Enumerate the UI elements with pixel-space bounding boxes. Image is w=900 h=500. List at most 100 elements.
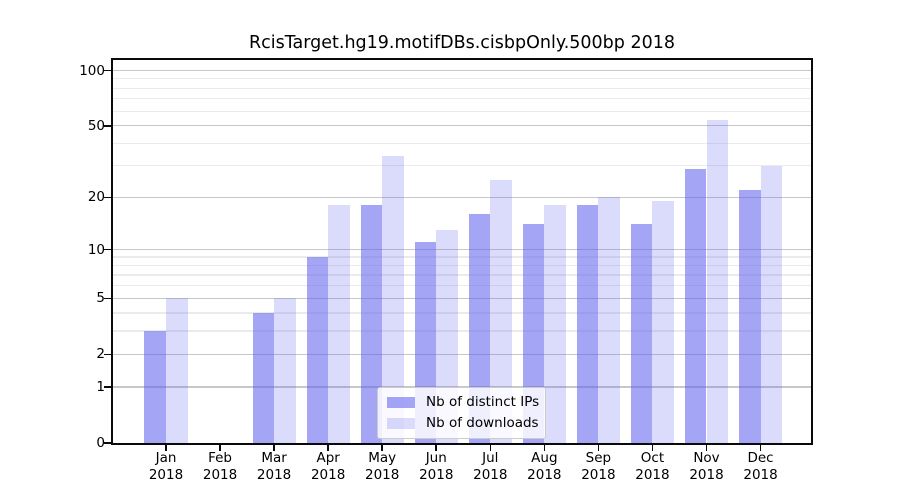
x-tick-label-dec-2018: Dec 2018 [719,450,803,484]
gridline-major-2 [113,353,811,356]
gridline-minor-70 [113,98,811,100]
x-tick-label-mar-2018: Mar 2018 [232,450,316,484]
bar-distinct-ips-jan-2018 [144,331,166,443]
gridline-minor-80 [113,87,811,89]
y-tick-label-1: 1 [96,379,105,396]
gridline-major-10 [113,248,811,251]
x-tick-label-year: 2018 [581,467,616,483]
x-tick-label-month: Jun [425,450,447,466]
x-tick-mark-jan-2018 [165,445,167,451]
x-tick-label-year: 2018 [148,467,184,483]
bar-downloads-dec-2018 [760,165,783,443]
x-tick-label-month: Oct [640,450,665,466]
bar-downloads-may-2018 [382,156,404,443]
x-tick-label-year: 2018 [689,467,724,483]
y-tick-mark-100 [104,69,111,72]
gridline-minor-3 [113,330,811,332]
x-tick-label-month: Nov [693,450,720,466]
gridline-major-100 [113,69,811,72]
gridline-minor-90 [113,78,811,80]
y-tick-mark-20 [104,196,111,199]
bar-downloads-sep-2018 [598,197,620,443]
y-tick-label-10: 10 [87,241,105,258]
gridline-minor-9 [113,256,811,258]
bar-downloads-oct-2018 [652,201,675,443]
x-tick-label-month: Sep [585,450,612,466]
bar-downloads-jul-2018 [490,180,512,443]
legend-label-distinct-ips: Nb of distinct IPs [426,394,540,410]
bar-distinct-ips-sep-2018 [576,205,599,443]
x-tick-label-month: Aug [531,450,558,466]
y-tick-label-100: 100 [79,62,105,79]
y-tick-mark-10 [104,248,111,251]
x-tick-label-month: Jan [155,450,177,466]
x-tick-label-jul-2018: Jul 2018 [448,450,532,484]
x-tick-label-year: 2018 [473,467,508,483]
bar-distinct-ips-apr-2018 [306,257,329,443]
x-tick-mark-apr-2018 [327,445,329,451]
y-tick-label-20: 20 [87,189,105,206]
x-tick-label-year: 2018 [635,467,670,483]
x-tick-mark-mar-2018 [273,445,275,451]
bar-distinct-ips-oct-2018 [630,224,653,443]
x-tick-label-feb-2018: Feb 2018 [178,450,262,484]
x-tick-mark-may-2018 [381,445,383,451]
y-tick-label-0: 0 [96,435,105,451]
gridline-major-5 [113,297,811,300]
x-tick-label-month: May [368,450,397,466]
x-tick-mark-oct-2018 [651,445,654,451]
x-tick-label-aug-2018: Aug 2018 [502,450,586,484]
x-tick-label-month: Apr [316,450,340,466]
x-tick-label-year: 2018 [256,467,292,483]
x-tick-mark-jun-2018 [435,445,438,451]
bar-distinct-ips-mar-2018 [252,313,275,443]
gridline-minor-60 [113,110,811,112]
gridline-minor-6 [113,285,811,287]
x-tick-label-year: 2018 [202,467,238,483]
x-tick-label-nov-2018: Nov 2018 [665,450,749,484]
plot-area: Nb of distinct IPs Nb of downloads [113,60,811,443]
x-tick-label-month: Jul [482,450,499,466]
x-tick-label-sep-2018: Sep 2018 [556,450,640,484]
x-tick-label-year: 2018 [527,467,562,483]
gridline-minor-7 [113,274,811,276]
x-tick-label-apr-2018: Apr 2018 [286,450,370,484]
gridline-minor-8 [113,264,811,267]
legend-item-distinct-ips: Nb of distinct IPs [387,394,540,410]
gridline-minor-4 [113,312,811,314]
bar-downloads-aug-2018 [544,205,566,443]
legend-label-downloads: Nb of downloads [426,415,539,431]
bar-distinct-ips-nov-2018 [684,168,707,443]
legend: Nb of distinct IPs Nb of downloads [377,387,546,439]
y-tick-label-2: 2 [96,346,105,363]
gridline-major-20 [113,196,811,199]
x-tick-mark-sep-2018 [597,445,600,451]
y-tick-mark-2 [104,353,111,356]
chart-title: RcisTarget.hg19.motifDBs.cisbpOnly.500bp… [249,33,675,53]
y-tick-label-50: 50 [87,117,105,134]
x-tick-label-jan-2018: Jan 2018 [124,450,208,484]
bar-downloads-mar-2018 [274,298,296,443]
x-tick-label-year: 2018 [743,467,778,483]
bar-distinct-ips-may-2018 [360,205,383,443]
x-tick-label-year: 2018 [419,467,454,483]
y-tick-mark-5 [104,297,111,300]
gridline-minor-30 [113,165,811,167]
x-tick-label-oct-2018: Oct 2018 [610,450,694,484]
gridline-major-50 [113,124,811,127]
legend-swatch-distinct-ips [387,397,415,408]
legend-swatch-downloads [387,418,415,429]
x-tick-mark-jul-2018 [489,445,492,451]
y-tick-mark-50 [104,124,111,127]
x-tick-label-may-2018: May 2018 [340,450,424,484]
bar-distinct-ips-dec-2018 [738,190,761,443]
x-tick-label-month: Mar [261,450,287,466]
x-tick-mark-feb-2018 [219,445,221,451]
x-tick-mark-aug-2018 [543,445,546,451]
y-tick-mark-1 [104,386,111,388]
x-tick-label-jun-2018: Jun 2018 [394,450,478,484]
x-tick-label-month: Feb [208,450,232,466]
x-tick-label-year: 2018 [310,467,346,483]
x-tick-label-year: 2018 [365,467,400,483]
